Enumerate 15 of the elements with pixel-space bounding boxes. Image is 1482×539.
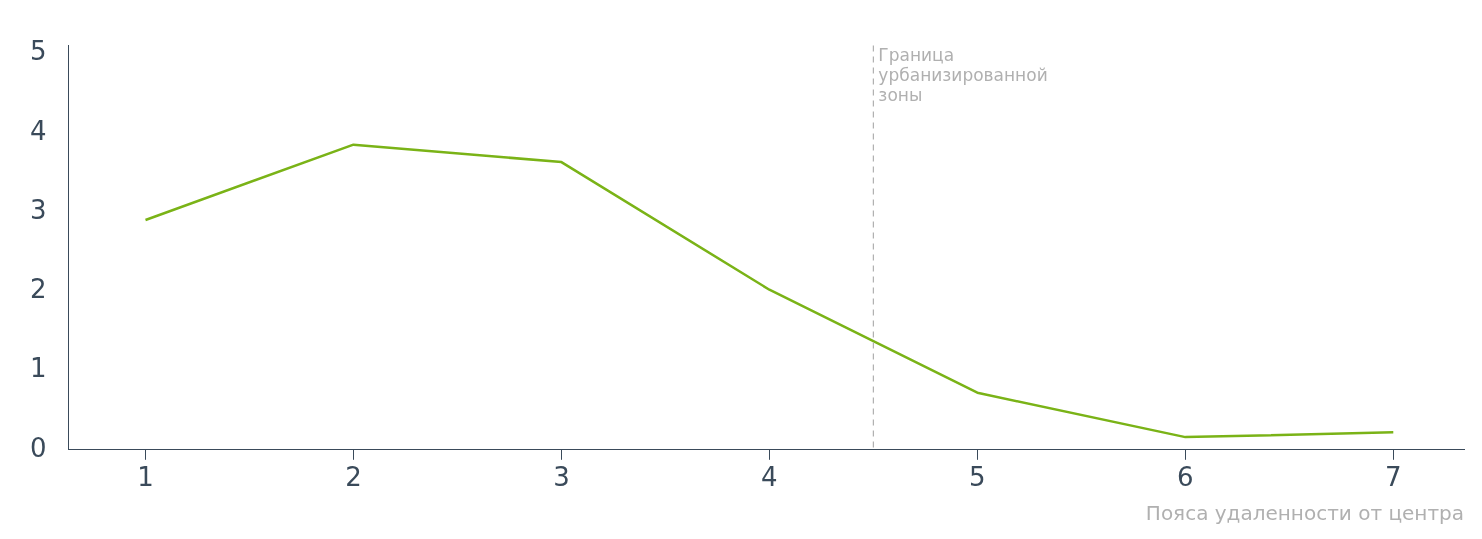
y-tick-label: 5 [30,36,47,67]
x-tick-label: 1 [137,462,154,493]
y-tick-label: 2 [30,274,47,305]
y-tick-label: 0 [30,432,47,463]
y-tick-label: 4 [30,115,47,146]
x-tick-label: 5 [969,462,986,493]
x-tick-label: 4 [761,462,778,493]
x-tick-label: 7 [1385,462,1402,493]
x-tick-label: 6 [1177,462,1194,493]
ref-line-label: Граница урбанизированной зоны [878,44,1048,105]
x-axis-title: Пояса удаленности от центра [1145,501,1464,526]
y-tick-label: 1 [30,353,47,384]
x-tick-label: 3 [553,462,570,493]
x-tick-label: 2 [345,462,362,493]
y-tick-label: 3 [30,194,47,225]
